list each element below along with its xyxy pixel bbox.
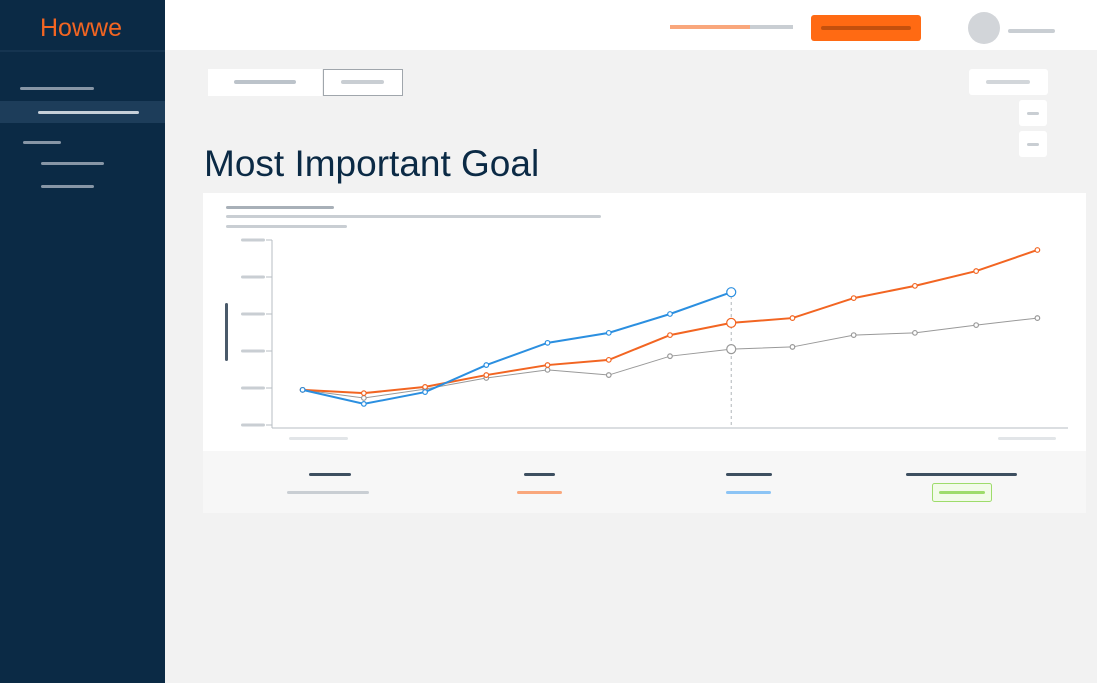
data-point — [850, 295, 857, 301]
y-tick-placeholder — [241, 349, 265, 353]
data-point — [726, 287, 737, 298]
button-label — [986, 80, 1030, 84]
button-label — [821, 26, 911, 30]
nav-item[interactable] — [23, 141, 61, 144]
progress-fill — [670, 25, 750, 29]
summary-label — [524, 473, 555, 476]
y-axis-label — [225, 303, 228, 361]
data-point — [605, 372, 612, 378]
y-tick-placeholder — [241, 386, 265, 390]
summary-value — [287, 491, 369, 494]
nav-item[interactable] — [41, 185, 94, 188]
data-point — [912, 282, 918, 289]
data-point — [789, 344, 796, 350]
status-label — [939, 491, 985, 494]
summary-label — [726, 473, 772, 476]
tab-label — [341, 80, 384, 84]
data-point — [605, 329, 612, 336]
logo[interactable]: Howwe — [40, 14, 122, 42]
nav-item-label — [38, 111, 139, 114]
data-point — [483, 362, 490, 368]
summary-value — [726, 491, 771, 494]
x-axis-label — [289, 437, 348, 440]
data-point — [912, 329, 918, 336]
user-name — [1008, 29, 1055, 33]
data-point — [422, 389, 428, 395]
icon — [1027, 112, 1039, 115]
y-tick-placeholder — [241, 238, 265, 242]
summary-label — [906, 473, 1017, 476]
data-point — [360, 395, 367, 401]
data-point — [605, 356, 612, 363]
data-point — [1034, 315, 1041, 321]
tab-label — [234, 80, 296, 84]
data-point — [544, 362, 551, 368]
data-point — [422, 383, 428, 390]
top-bar — [165, 0, 1097, 50]
summary-value — [517, 491, 562, 494]
nav-item[interactable] — [20, 87, 94, 90]
data-point — [544, 366, 551, 373]
data-point — [850, 332, 857, 338]
data-point — [544, 339, 551, 346]
page-title: Most Important Goal — [204, 143, 539, 184]
data-point — [726, 344, 737, 355]
data-point — [1034, 247, 1041, 253]
data-point — [360, 390, 367, 397]
data-point — [667, 353, 673, 360]
series-line — [302, 291, 732, 405]
card-heading — [226, 206, 334, 209]
data-point — [360, 401, 367, 407]
data-point — [667, 332, 673, 338]
data-point — [973, 268, 980, 274]
data-point — [667, 311, 673, 317]
data-point — [789, 315, 796, 321]
icon — [1027, 143, 1039, 146]
data-point — [299, 386, 306, 393]
data-point — [973, 322, 980, 329]
summary-label — [309, 473, 351, 476]
summary-footer — [203, 451, 1086, 513]
progress-track — [750, 25, 793, 29]
x-axis-label — [998, 437, 1056, 440]
avatar[interactable] — [968, 12, 1000, 44]
y-tick-placeholder — [241, 275, 265, 279]
card-text — [226, 225, 347, 228]
y-tick-placeholder — [241, 312, 265, 316]
plot — [241, 238, 1041, 428]
y-tick-placeholder — [241, 423, 265, 427]
data-point — [726, 317, 737, 328]
card-text — [226, 215, 601, 218]
nav-item[interactable] — [41, 162, 104, 165]
data-point — [483, 372, 490, 378]
